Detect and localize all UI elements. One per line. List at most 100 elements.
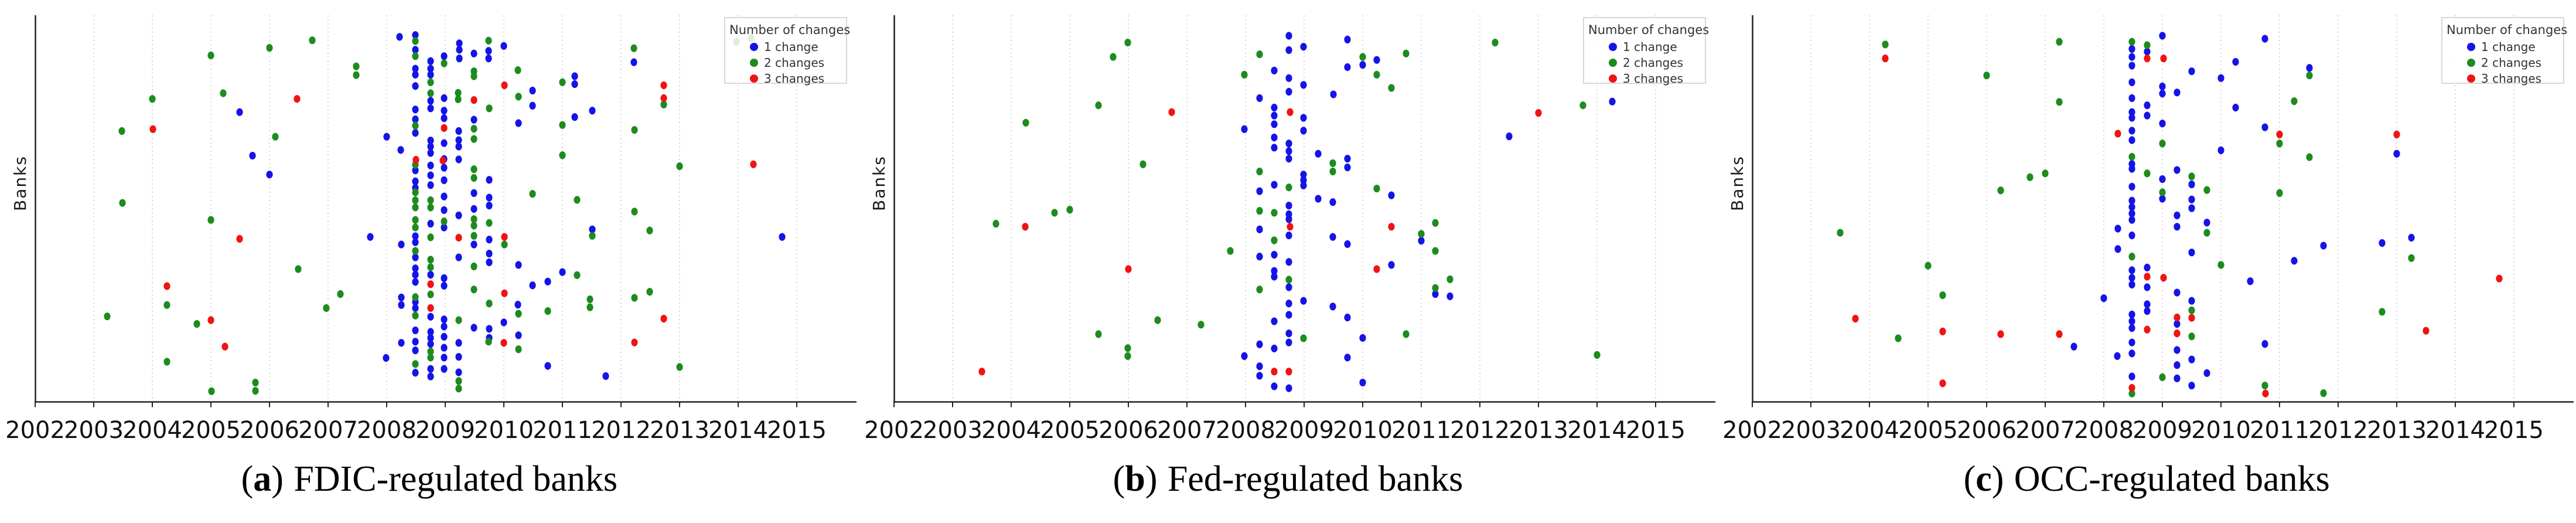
data-point-green <box>1388 84 1395 92</box>
legend-title: Number of changes <box>2447 23 2567 37</box>
y-axis-label: Banks <box>1728 155 1748 211</box>
data-point-blue <box>427 372 434 381</box>
data-point-blue <box>1373 56 1380 64</box>
data-point-blue <box>412 338 419 346</box>
data-point-blue <box>486 258 493 266</box>
data-point-green <box>470 286 477 294</box>
data-point-blue <box>441 52 448 60</box>
data-point-red <box>501 81 508 90</box>
data-point-blue <box>470 205 477 213</box>
data-point-blue <box>412 271 419 279</box>
data-point-blue <box>427 137 434 145</box>
data-point-green <box>470 232 477 240</box>
data-point-blue <box>412 31 419 39</box>
data-point-blue <box>398 339 405 347</box>
data-point-green <box>412 223 419 232</box>
data-point-red <box>412 155 419 164</box>
data-point-blue <box>1285 87 1292 96</box>
data-point-blue <box>441 344 448 352</box>
x-tick-label: 2012 <box>2308 417 2368 444</box>
data-point-blue <box>1300 176 1307 184</box>
data-point-blue <box>1388 261 1395 269</box>
data-point-blue <box>529 86 536 95</box>
data-point-green <box>470 174 477 182</box>
data-point-green <box>992 219 999 228</box>
data-point-blue <box>1315 150 1322 158</box>
data-point-green <box>2203 229 2210 237</box>
data-point-blue <box>2159 82 2166 90</box>
data-point-green <box>412 216 419 224</box>
data-point-green <box>631 125 638 134</box>
data-point-blue <box>412 129 419 137</box>
data-point-green <box>2026 173 2033 181</box>
x-tick-label: 2002 <box>1722 417 1782 444</box>
data-point-blue <box>486 193 493 202</box>
legend-marker-3-icon <box>2467 74 2476 83</box>
data-point-green <box>2276 140 2283 148</box>
data-point-blue <box>1271 111 1278 120</box>
data-point-green <box>486 300 493 308</box>
data-point-green <box>2203 186 2210 194</box>
legend-label: 2 changes <box>1623 56 1683 70</box>
data-point-blue <box>2188 381 2195 390</box>
data-point-green <box>2379 308 2386 316</box>
data-point-blue <box>529 281 536 290</box>
data-point-blue <box>2188 67 2195 76</box>
caption-close-paren: ) <box>271 459 284 499</box>
data-point-green <box>427 263 434 271</box>
data-point-blue <box>470 324 477 332</box>
legend-label: 3 changes <box>2481 72 2541 86</box>
data-point-blue <box>1271 66 1278 74</box>
legend-box <box>2441 17 2565 84</box>
data-point-blue <box>1359 61 1366 69</box>
data-point-green <box>1300 334 1307 342</box>
data-point-blue <box>427 328 434 336</box>
data-point-green <box>485 36 492 45</box>
data-point-red <box>149 125 156 133</box>
data-point-blue <box>2128 231 2135 240</box>
data-point-blue <box>1285 338 1292 347</box>
data-point-green <box>2128 253 2135 261</box>
data-point-blue <box>1285 46 1292 55</box>
data-point-blue <box>1359 334 1366 342</box>
data-point-green <box>1997 186 2004 195</box>
data-point-blue <box>441 176 448 184</box>
data-point-blue <box>1271 181 1278 189</box>
data-point-blue <box>470 189 477 197</box>
data-point-green <box>2042 169 2049 178</box>
data-point-blue <box>1256 94 1263 102</box>
data-point-red <box>978 368 985 376</box>
data-point-blue <box>2128 216 2135 224</box>
data-point-green <box>586 295 593 304</box>
data-point-green <box>163 301 170 309</box>
data-point-green <box>1241 70 1248 79</box>
data-point-red <box>2128 383 2135 392</box>
data-point-blue <box>412 238 419 246</box>
data-point-blue <box>514 300 521 309</box>
data-point-blue <box>236 108 243 116</box>
data-point-blue <box>779 233 786 241</box>
data-point-blue <box>2291 257 2298 265</box>
data-point-blue <box>2128 127 2135 135</box>
data-point-green <box>1432 247 1439 255</box>
data-point-blue <box>2128 94 2135 102</box>
data-point-blue <box>1388 191 1395 199</box>
data-point-green <box>1895 334 1902 342</box>
data-point-blue <box>2128 280 2135 288</box>
data-point-blue <box>2128 372 2135 381</box>
data-point-green <box>1285 276 1292 284</box>
data-point-red <box>631 338 638 347</box>
data-point-blue <box>441 206 448 214</box>
data-point-blue <box>1285 147 1292 155</box>
data-point-green <box>1983 72 1990 80</box>
data-point-blue <box>427 271 434 279</box>
data-point-blue <box>2070 342 2077 351</box>
data-point-blue <box>1359 378 1366 387</box>
caption-letter: b <box>1125 459 1145 499</box>
data-point-red <box>2276 130 2283 138</box>
x-tick-label: 2007 <box>1157 417 1217 444</box>
data-point-blue <box>1329 198 1336 206</box>
data-point-red <box>427 280 434 288</box>
data-point-green <box>470 165 477 174</box>
data-point-green <box>631 208 638 216</box>
